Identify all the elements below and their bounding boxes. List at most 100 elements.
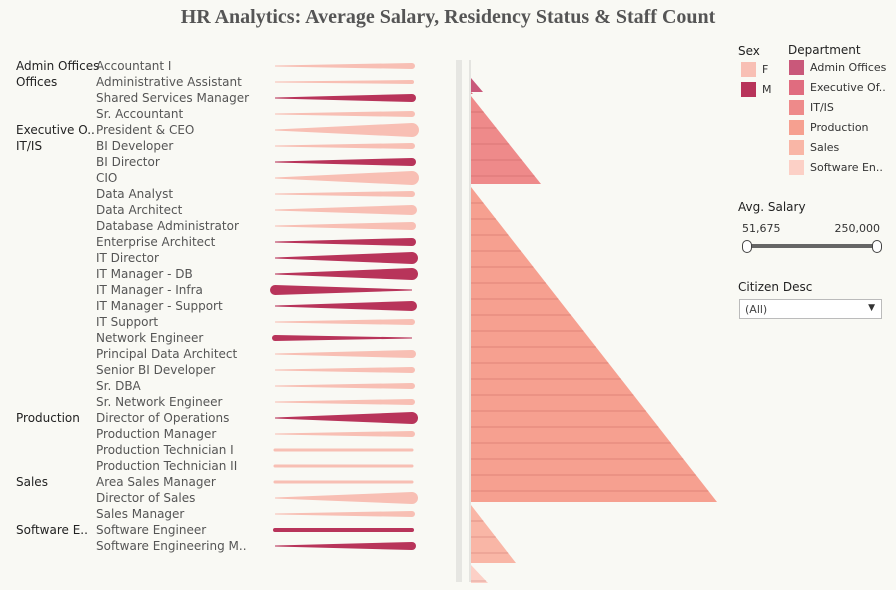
staff-triangle[interactable] [471, 96, 541, 184]
legend-label: F [762, 63, 769, 76]
salary-shape[interactable] [275, 301, 417, 311]
salary-shape[interactable] [273, 480, 414, 484]
salary-shape[interactable] [275, 383, 415, 389]
legend-sex-m[interactable]: M [741, 82, 772, 97]
position-label: IT Manager - Infra [96, 283, 203, 297]
salary-slider-min-handle[interactable] [742, 240, 752, 253]
legend-label: Executive Of.. [810, 81, 886, 94]
citizen-filter-title: Citizen Desc [738, 280, 813, 294]
salary-shape[interactable] [275, 205, 417, 215]
legend-swatch [741, 62, 756, 77]
salary-shape[interactable] [275, 319, 415, 325]
position-label: BI Director [96, 155, 160, 169]
position-label: Sr. DBA [96, 379, 142, 393]
salary-shape[interactable] [275, 191, 415, 197]
legend-sex-f[interactable]: F [741, 62, 768, 77]
salary-shape[interactable] [275, 238, 416, 246]
salary-shape[interactable] [275, 412, 418, 424]
position-label: Director of Operations [96, 411, 229, 425]
position-label: Database Administrator [96, 219, 239, 233]
position-label: BI Developer [96, 139, 173, 153]
salary-shape[interactable] [275, 123, 419, 137]
position-label: Sr. Network Engineer [96, 395, 223, 409]
position-label: Network Engineer [96, 331, 203, 345]
salary-shape[interactable] [275, 350, 416, 358]
position-label: Principal Data Architect [96, 347, 238, 361]
legend-swatch [789, 60, 804, 75]
salary-shape[interactable] [275, 542, 416, 550]
staff-triangle[interactable] [471, 565, 488, 583]
position-label: Production Technician I [96, 443, 234, 457]
salary-shapes [270, 63, 419, 550]
position-label: Software Engineer [96, 523, 206, 537]
department-label: Executive O.. [16, 123, 95, 137]
salary-shape[interactable] [273, 528, 414, 532]
salary-shape[interactable] [275, 94, 416, 102]
salary-slider-max-handle[interactable] [872, 240, 882, 253]
legend-swatch [789, 100, 804, 115]
salary-shape[interactable] [275, 252, 418, 264]
salary-slider-track[interactable] [744, 244, 878, 248]
position-label: IT Director [96, 251, 159, 265]
salary-shape[interactable] [275, 80, 414, 84]
position-label: Data Analyst [96, 187, 173, 201]
position-label: Shared Services Manager [96, 91, 249, 105]
salary-shape[interactable] [273, 448, 414, 452]
salary-shape[interactable] [275, 143, 415, 149]
position-label: IT Manager - Support [96, 299, 223, 313]
citizen-filter-value: (All) [745, 303, 768, 316]
salary-shape[interactable] [275, 431, 415, 437]
legend-swatch [789, 160, 804, 175]
position-label: Production Manager [96, 427, 216, 441]
salary-shape[interactable] [275, 492, 418, 504]
position-label: Administrative Assistant [96, 75, 242, 89]
salary-shape[interactable] [275, 367, 415, 373]
chevron-down-icon: ▼ [868, 303, 875, 313]
legend-dept-sales[interactable]: Sales [789, 140, 839, 155]
legend-dept-exec[interactable]: Executive Of.. [789, 80, 886, 95]
salary-shape[interactable] [275, 158, 416, 166]
legend-dept-itis[interactable]: IT/IS [789, 100, 834, 115]
staff-triangle[interactable] [471, 505, 516, 563]
salary-shape[interactable] [275, 222, 416, 230]
position-label: Accountant I [96, 59, 171, 73]
legend-label: Production [810, 121, 869, 134]
legend-dept-software[interactable]: Software En.. [789, 160, 883, 175]
legend-swatch [789, 140, 804, 155]
position-label: CIO [96, 171, 117, 185]
position-label: Area Sales Manager [96, 475, 216, 489]
department-label: Admin Offices [16, 59, 99, 73]
department-label: Sales [16, 475, 48, 489]
salary-filter-title: Avg. Salary [738, 200, 806, 214]
position-label: Sales Manager [96, 507, 184, 521]
salary-max-label: 250,000 [834, 222, 881, 235]
legend-dept-production[interactable]: Production [789, 120, 869, 135]
salary-shape[interactable] [275, 268, 418, 280]
salary-shape[interactable] [270, 285, 412, 295]
position-label: IT Manager - DB [96, 267, 193, 281]
position-label: Sr. Accountant [96, 107, 183, 121]
legend-sex-title: Sex [738, 44, 760, 58]
salary-shape[interactable] [275, 399, 415, 405]
salary-shape[interactable] [273, 464, 414, 468]
legend-label: M [762, 83, 772, 96]
salary-shape[interactable] [272, 335, 412, 341]
salary-shape[interactable] [275, 111, 415, 117]
legend-label: Admin Offices [810, 61, 887, 74]
staff-triangle[interactable] [471, 187, 717, 502]
department-label: Offices [16, 75, 57, 89]
staff-triangle[interactable] [471, 78, 483, 92]
legend-dept-admin[interactable]: Admin Offices [789, 60, 886, 75]
salary-shape[interactable] [275, 171, 419, 185]
salary-shape[interactable] [275, 511, 415, 517]
salary-shape[interactable] [275, 63, 415, 69]
department-label: Software E.. [16, 523, 88, 537]
citizen-filter-select[interactable]: (All) ▼ [739, 299, 882, 319]
position-label: President & CEO [96, 123, 194, 137]
department-label: IT/IS [16, 139, 42, 153]
staff-triangle[interactable] [471, 92, 473, 94]
department-label: Production [16, 411, 80, 425]
position-label: Senior BI Developer [96, 363, 215, 377]
